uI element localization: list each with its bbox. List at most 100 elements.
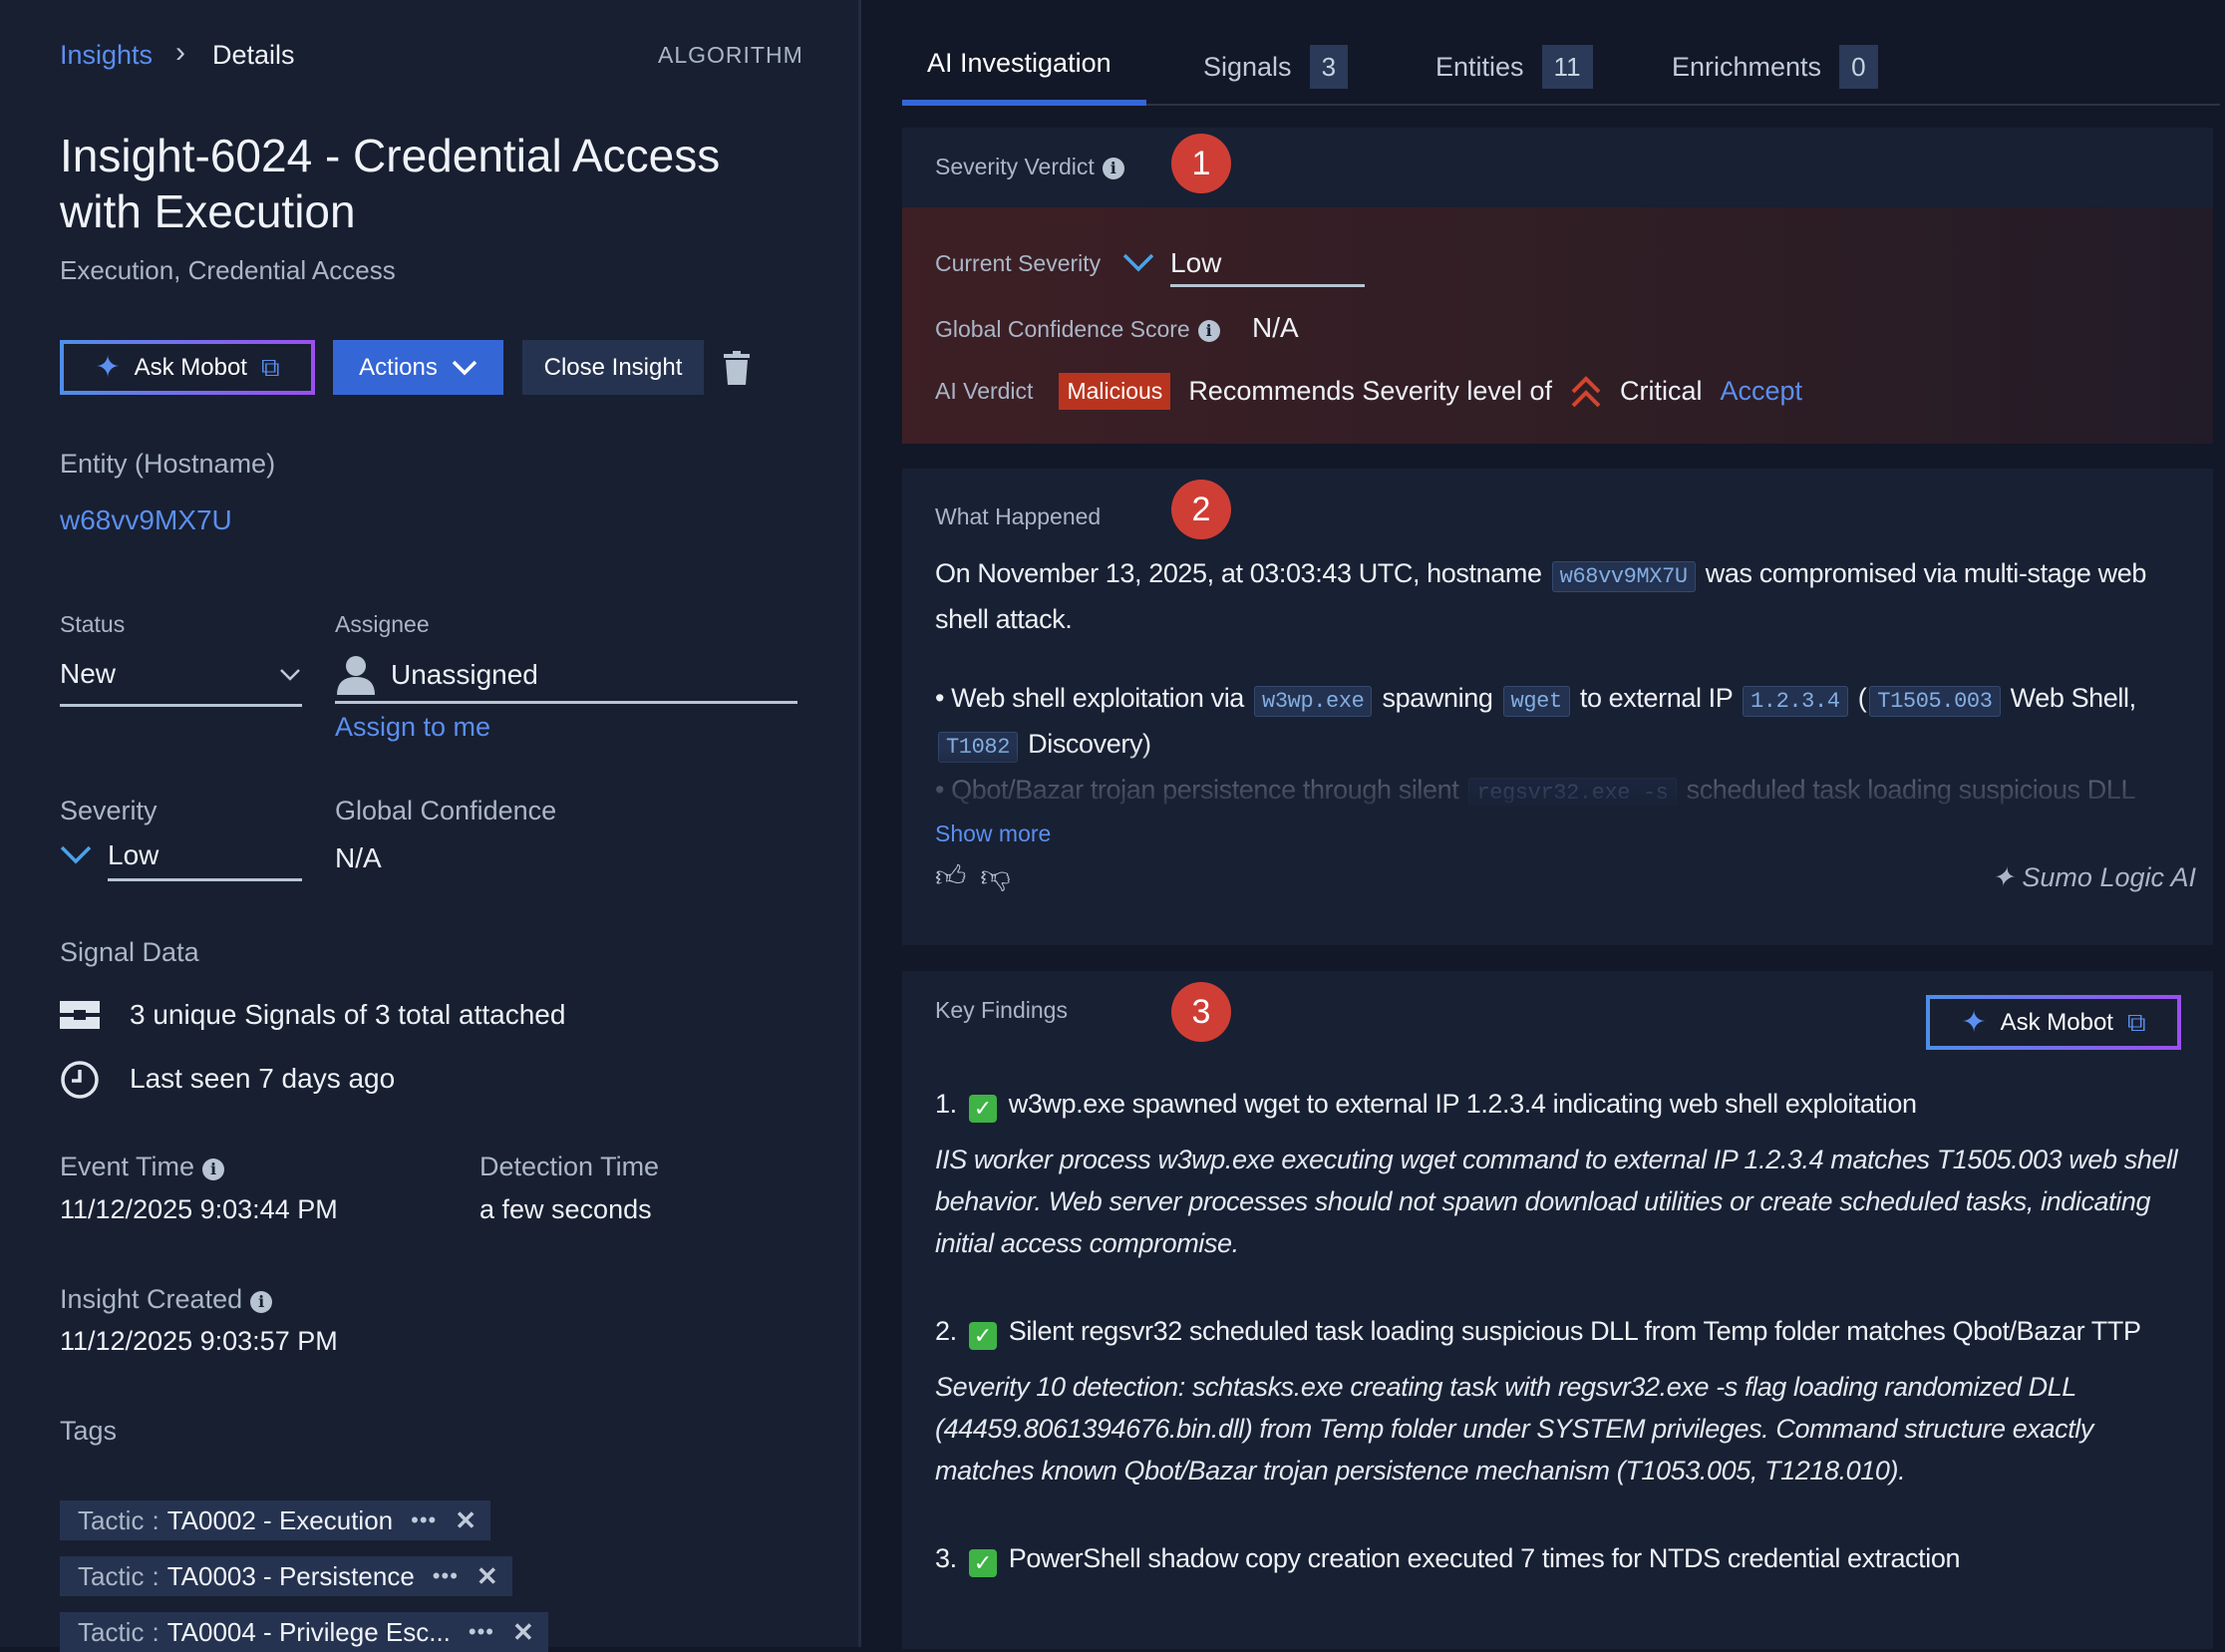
finding-item: 1. ✓ w3wp.exe spawned wget to external IP …	[935, 1083, 2196, 1125]
accept-button[interactable]: Accept	[1720, 376, 1803, 406]
external-link-icon: ⧉	[260, 351, 280, 382]
text-segment: Web Shell,	[2003, 683, 2136, 713]
tab-label: AI Investigation	[927, 48, 1112, 78]
actions-label: Actions	[359, 353, 438, 381]
more-icon[interactable]: •••	[411, 1507, 438, 1532]
key-findings-ask-mobot-button[interactable]: ✦ Ask Mobot ⧉	[1926, 995, 2181, 1050]
tab-enrichments[interactable]: Enrichments 0	[1672, 45, 1878, 89]
ask-mobot-label: Ask Mobot	[2000, 1008, 2113, 1036]
attribution-text: Sumo Logic AI	[2022, 861, 2196, 892]
confidence-label-text: Global Confidence Score	[935, 316, 1190, 342]
key-findings-card	[902, 971, 2213, 1649]
remove-tag-icon[interactable]: ✕	[476, 1560, 498, 1591]
trash-icon[interactable]	[723, 351, 751, 385]
tab-label: Entities	[1435, 51, 1524, 82]
finding-item: 3. ✓ PowerShell shadow copy creation execu…	[935, 1537, 2196, 1579]
entity-hostname-link[interactable]: w68vv9MX7U	[60, 504, 232, 535]
finding-number: 1.	[935, 1089, 957, 1119]
tab-label: Enrichments	[1672, 51, 1822, 82]
breadcrumb-current: Details	[212, 40, 295, 70]
check-icon: ✓	[968, 1549, 997, 1577]
close-insight-label: Close Insight	[543, 353, 683, 381]
code-chip: regsvr32.exe -s	[1468, 778, 1677, 807]
tag-key: Tactic	[78, 1504, 145, 1535]
recommends-text: Recommends Severity level of	[1188, 376, 1552, 406]
breadcrumb-insights-link[interactable]: Insights	[60, 40, 154, 70]
what-happened-summary: On November 13, 2025, at 03:03:43 UTC, h…	[935, 552, 2196, 640]
severity-label: Severity	[60, 796, 158, 826]
show-more-link[interactable]: Show more	[935, 821, 1052, 846]
finding-number: 2.	[935, 1316, 957, 1346]
tab-count-badge: 3	[1309, 45, 1349, 89]
bullet-item: • Qbot/Bazar trojan persistence through …	[935, 769, 2196, 807]
key-findings-title: Key Findings	[935, 997, 1068, 1023]
code-chip: T1082	[938, 732, 1019, 763]
assign-to-me-link[interactable]: Assign to me	[335, 712, 491, 742]
tag-chip[interactable]: Tactic: TA0003 - Persistence ••• ✕	[60, 1556, 512, 1596]
event-time-label: Event Time i	[60, 1152, 225, 1182]
confidence-label: Global Confidence Score i	[935, 316, 1220, 343]
chevron-down-icon	[280, 669, 300, 681]
external-link-icon: ⧉	[2126, 1006, 2146, 1037]
info-icon[interactable]: i	[250, 1291, 273, 1313]
thumbs-down-icon[interactable]: 👎︎	[980, 860, 1011, 893]
tab-signals[interactable]: Signals 3	[1203, 45, 1349, 89]
status-dropdown[interactable]: New	[60, 658, 302, 704]
step-badge: 3	[1171, 982, 1231, 1042]
text-segment: scheduled task loading suspicious DLL	[1679, 775, 2135, 805]
check-icon: ✓	[968, 1322, 997, 1350]
breadcrumb-chevron-icon: ›	[175, 36, 185, 69]
finding-headline: Silent regsvr32 scheduled task loading s…	[1008, 1316, 2141, 1346]
code-chip: w3wp.exe	[1254, 686, 1373, 717]
sparkle-icon: ✦	[1991, 861, 2015, 892]
last-seen: Last seen 7 days ago	[130, 1063, 396, 1094]
assignee-dropdown[interactable]: Unassigned	[335, 653, 797, 699]
tag-chip[interactable]: Tactic: TA0002 - Execution ••• ✕	[60, 1500, 491, 1540]
check-icon: ✓	[968, 1095, 997, 1123]
tag-value: TA0003 - Persistence	[166, 1560, 415, 1591]
more-icon[interactable]: •••	[432, 1563, 459, 1588]
actions-button[interactable]: Actions	[333, 340, 503, 395]
detection-time-value: a few seconds	[479, 1194, 652, 1224]
text-segment: On November 13, 2025, at 03:03:43 UTC, h…	[935, 558, 1549, 588]
tag-chip[interactable]: Tactic: TA0004 - Privilege Esc... ••• ✕	[60, 1612, 548, 1652]
code-chip: 1.2.3.4	[1742, 686, 1848, 717]
current-severity-label: Current Severity	[935, 250, 1102, 276]
title-line-2: with Execution	[60, 185, 356, 237]
tab-ai-investigation[interactable]: AI Investigation	[927, 48, 1112, 79]
current-severity-dropdown[interactable]: Low	[1122, 247, 1365, 285]
thumbs-up-icon[interactable]: 👍︎	[935, 860, 967, 893]
key-findings-list: 1. ✓ w3wp.exe spawned wget to external IP …	[935, 1083, 2196, 1579]
sparkle-icon: ✦	[1961, 1006, 1987, 1039]
chevron-down-icon	[452, 360, 477, 375]
verdict-badge: Malicious	[1059, 373, 1171, 410]
insight-created-label-text: Insight Created	[60, 1284, 243, 1314]
info-icon[interactable]: i	[202, 1158, 225, 1180]
more-icon[interactable]: •••	[468, 1619, 494, 1644]
text-segment: (	[1850, 683, 1867, 713]
text-segment: spawning	[1375, 683, 1500, 713]
tab-entities[interactable]: Entities 11	[1435, 45, 1593, 89]
algorithm-label: ALGORITHM	[658, 42, 803, 68]
text-segment: • Web shell exploitation via	[935, 683, 1252, 713]
feedback-row: 👍︎ 👎︎ ✦ Sumo Logic AI	[935, 855, 2196, 899]
what-happened-title: What Happened	[935, 503, 1102, 529]
insight-details-panel: Insights › Details ALGORITHM Insight-602…	[0, 0, 861, 1652]
info-icon[interactable]: i	[1102, 158, 1124, 179]
detection-time-label: Detection Time	[479, 1152, 660, 1181]
tags-label: Tags	[60, 1416, 118, 1446]
remove-tag-icon[interactable]: ✕	[512, 1616, 534, 1647]
severity-dropdown[interactable]: Low	[60, 837, 302, 877]
tag-key: Tactic	[78, 1616, 145, 1647]
confidence-value: N/A	[1252, 312, 1299, 343]
code-chip: T1505.003	[1869, 686, 2001, 717]
info-icon[interactable]: i	[1197, 320, 1220, 342]
title-line-1: Insight-6024 - Credential Access	[60, 130, 721, 181]
remove-tag-icon[interactable]: ✕	[455, 1504, 477, 1535]
ask-mobot-button[interactable]: ✦ Ask Mobot ⧉	[60, 340, 315, 395]
tag-key: Tactic	[78, 1560, 145, 1591]
close-insight-button[interactable]: Close Insight	[522, 340, 704, 395]
severity-verdict-title: Severity Verdict i	[935, 154, 1124, 180]
recommended-level: Critical	[1619, 376, 1703, 406]
assignee-underline	[335, 701, 797, 704]
